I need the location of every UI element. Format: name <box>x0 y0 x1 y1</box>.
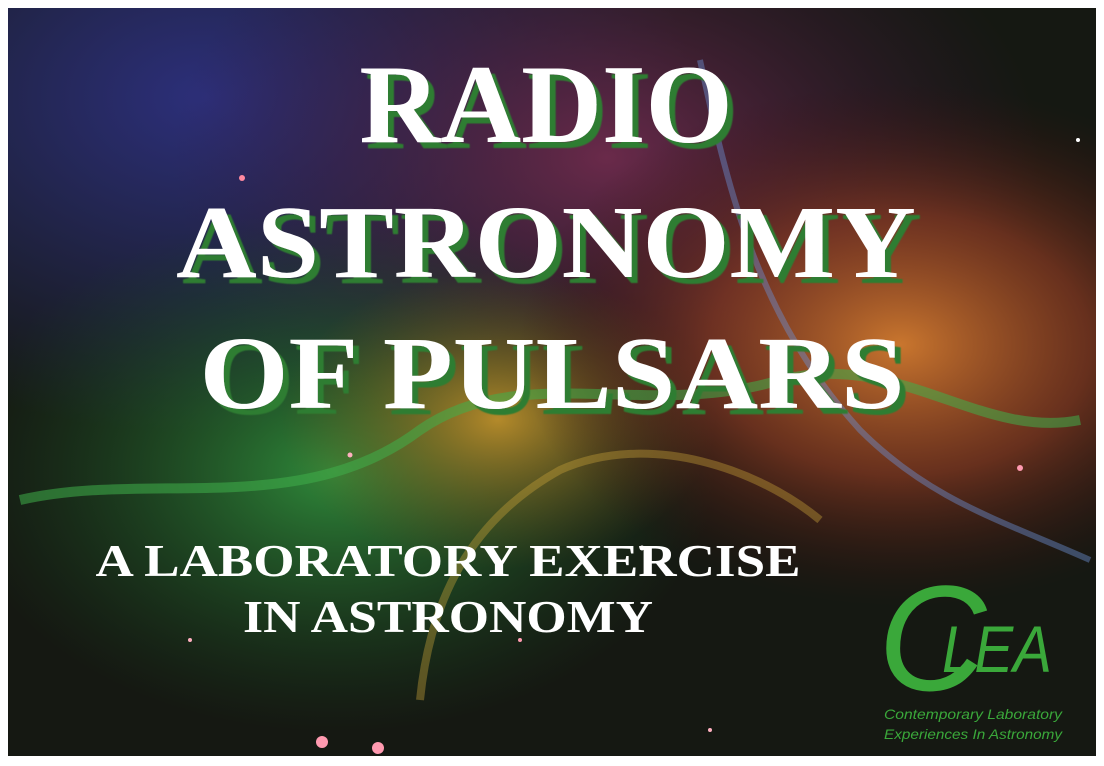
clea-logo: C LEA Contemporary Laboratory Experience… <box>878 554 1063 742</box>
title-line: ASTRONOMY <box>176 185 916 300</box>
logo-letters: LEA <box>942 612 1052 686</box>
subtitle-line: IN ASTRONOMY <box>243 591 653 642</box>
logo-mark: C <box>878 554 988 722</box>
subtitle-line: A LABORATORY EXERCISE <box>96 535 801 586</box>
logo-caption: Experiences In Astronomy <box>884 726 1063 742</box>
nebula-background <box>8 8 1096 756</box>
logo-caption: Contemporary Laboratory <box>884 706 1063 722</box>
title-line: RADIO <box>359 43 732 167</box>
title-line: OF PULSARS <box>200 316 905 431</box>
